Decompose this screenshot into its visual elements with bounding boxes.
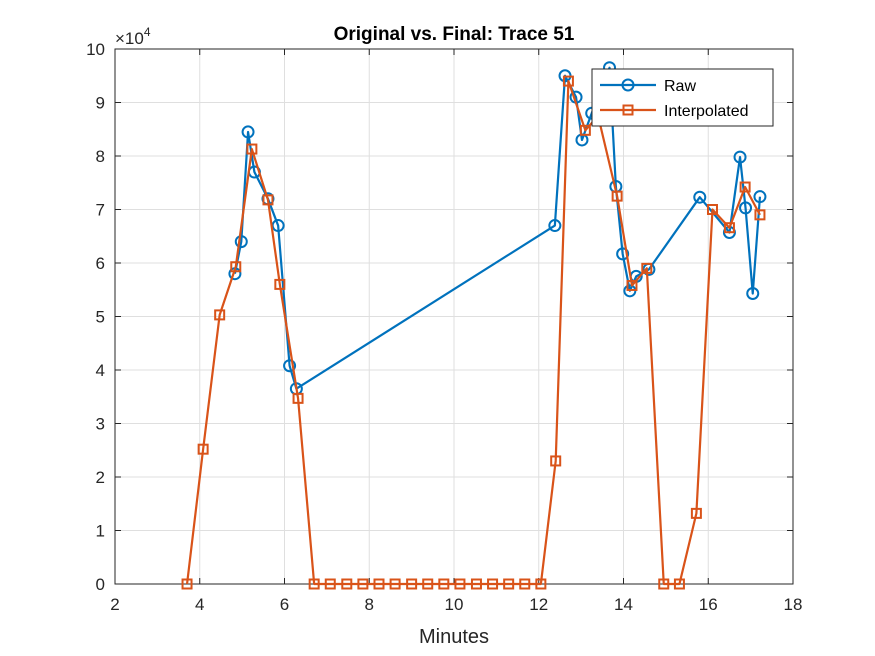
legend-swatch-marker	[621, 78, 635, 92]
data-point-interpolated	[454, 578, 466, 590]
data-point-interpolated	[754, 209, 766, 221]
y-axis-exponent: ×104	[115, 25, 151, 48]
x-tick-label: 2	[110, 595, 119, 614]
y-tick-label: 6	[96, 254, 105, 273]
x-tick-label: 16	[699, 595, 718, 614]
x-tick-label: 18	[784, 595, 803, 614]
data-point-interpolated	[246, 143, 258, 155]
legend-item-interpolated: Interpolated	[600, 103, 749, 120]
data-point-raw	[283, 359, 297, 373]
data-point-raw	[733, 150, 747, 164]
y-exponent-power: 4	[144, 25, 151, 39]
y-tick-label: 9	[96, 94, 105, 113]
data-point-interpolated	[535, 578, 547, 590]
y-tick-label: 10	[86, 40, 105, 59]
data-point-interpolated	[519, 578, 531, 590]
data-point-interpolated	[197, 443, 209, 455]
y-tick-label: 5	[96, 308, 105, 327]
x-axis-label: Minutes	[419, 626, 489, 648]
data-point-interpolated	[641, 262, 653, 274]
data-point-interpolated	[341, 578, 353, 590]
series-line-interpolated	[185, 79, 761, 586]
data-point-interpolated	[230, 261, 242, 273]
y-exponent-base: ×10	[115, 29, 144, 48]
y-tick-label: 7	[96, 201, 105, 220]
x-tick-label: 12	[529, 595, 548, 614]
legend: Raw Interpolated	[591, 68, 774, 127]
y-tick-label: 0	[96, 575, 105, 594]
y-tick-label: 8	[96, 147, 105, 166]
data-point-raw	[739, 201, 753, 215]
data-point-raw	[548, 219, 562, 233]
data-point-interpolated	[723, 222, 735, 234]
data-point-interpolated	[611, 190, 623, 202]
x-tick-label: 8	[365, 595, 374, 614]
x-tick-label: 10	[445, 595, 464, 614]
data-point-interpolated	[658, 578, 670, 590]
data-point-interpolated	[422, 578, 434, 590]
data-point-interpolated	[274, 278, 286, 290]
legend-label: Interpolated	[664, 103, 749, 120]
data-point-raw	[234, 235, 248, 249]
data-point-interpolated	[706, 204, 718, 215]
chart-title: Original vs. Final: Trace 51	[334, 24, 575, 45]
data-point-interpolated	[214, 309, 226, 321]
data-point-interpolated	[308, 578, 320, 590]
x-tick-label: 4	[195, 595, 204, 614]
x-tick-label: 14	[614, 595, 633, 614]
data-point-interpolated	[503, 578, 515, 590]
data-point-interpolated	[373, 578, 385, 590]
data-point-interpolated	[438, 578, 450, 590]
data-point-interpolated	[324, 578, 336, 590]
data-point-interpolated	[550, 455, 562, 467]
data-point-raw	[693, 190, 707, 204]
y-tick-label: 4	[96, 361, 105, 380]
data-point-interpolated	[579, 124, 591, 136]
data-point-raw	[746, 286, 760, 300]
data-point-interpolated	[389, 578, 401, 590]
data-point-interpolated	[470, 578, 482, 590]
legend-label: Raw	[664, 78, 696, 95]
data-point-interpolated	[626, 279, 638, 291]
legend-swatch-marker	[622, 104, 634, 116]
data-point-interpolated	[406, 578, 418, 590]
legend-box	[591, 68, 774, 127]
data-point-raw	[753, 190, 767, 204]
data-point-interpolated	[690, 507, 702, 519]
data-point-interpolated	[292, 392, 304, 404]
data-point-interpolated	[487, 578, 499, 590]
y-tick-label: 1	[96, 522, 105, 541]
data-point-interpolated	[739, 181, 751, 193]
y-tick-label: 2	[96, 468, 105, 487]
data-point-interpolated	[262, 194, 274, 206]
x-tick-label: 6	[280, 595, 289, 614]
data-point-interpolated	[562, 75, 574, 87]
data-point-raw	[616, 247, 630, 261]
data-point-interpolated	[181, 578, 193, 590]
data-point-interpolated	[357, 578, 369, 590]
data-point-raw	[241, 125, 255, 139]
y-tick-label: 3	[96, 415, 105, 434]
legend-item-raw: Raw	[600, 78, 696, 95]
data-point-interpolated	[673, 578, 685, 590]
